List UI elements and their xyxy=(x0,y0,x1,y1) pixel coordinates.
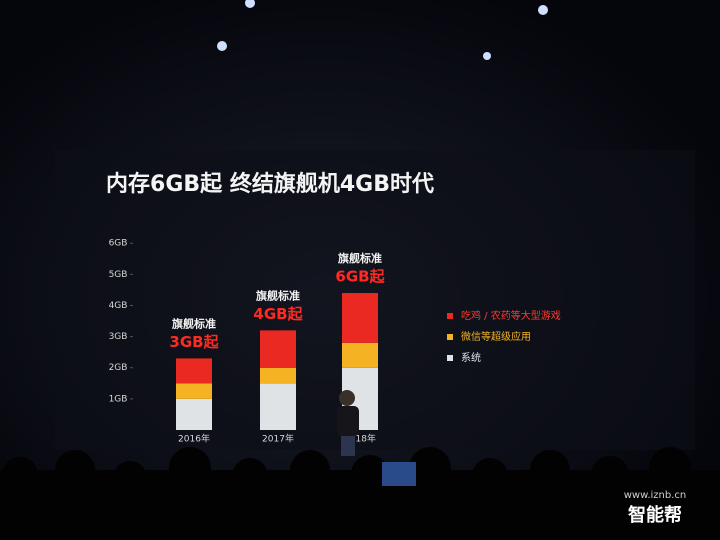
bar-segment xyxy=(342,342,378,368)
bar-segment xyxy=(260,367,296,384)
annotation-highlight: 4GB起 xyxy=(253,305,303,323)
watermark-url: www.iznb.cn xyxy=(624,490,687,501)
bar-segment xyxy=(176,383,212,399)
annotation-label: 旗舰标准 xyxy=(256,288,300,302)
y-tick-label: 6GB xyxy=(109,239,128,249)
bar-segment xyxy=(176,398,212,430)
y-tick-label: 1GB xyxy=(109,394,128,404)
x-tick-label: 2017年 xyxy=(262,433,294,445)
legend-label: 系统 xyxy=(461,351,481,364)
legend-label: 吃鸡 / 农药等大型游戏 xyxy=(461,309,561,322)
bar-segment xyxy=(260,383,296,430)
y-tick-label: 3GB xyxy=(109,332,128,342)
chart-title: 内存6GB起 终结旗舰机4GB时代 xyxy=(106,171,434,197)
annotation-highlight: 6GB起 xyxy=(335,268,385,286)
legend-label: 微信等超级应用 xyxy=(461,330,531,343)
legend-swatch xyxy=(447,334,453,340)
annotation-label: 旗舰标准 xyxy=(172,316,216,330)
y-tick-label: 5GB xyxy=(109,270,128,280)
watermark-brand: 智能帮 xyxy=(628,504,682,526)
x-tick-label: 2016年 xyxy=(178,433,210,445)
legend-swatch xyxy=(447,313,453,319)
bar-segment xyxy=(342,293,378,343)
speaker xyxy=(337,390,359,456)
bar-segment xyxy=(176,358,212,384)
audience xyxy=(0,447,720,540)
annotation-label: 旗舰标准 xyxy=(338,251,382,265)
y-tick-label: 2GB xyxy=(109,363,128,373)
y-tick-label: 4GB xyxy=(109,301,128,311)
annotation-highlight: 3GB起 xyxy=(169,333,219,351)
bar-segment xyxy=(260,330,296,368)
stage-lights xyxy=(217,0,548,60)
legend-swatch xyxy=(447,355,453,361)
